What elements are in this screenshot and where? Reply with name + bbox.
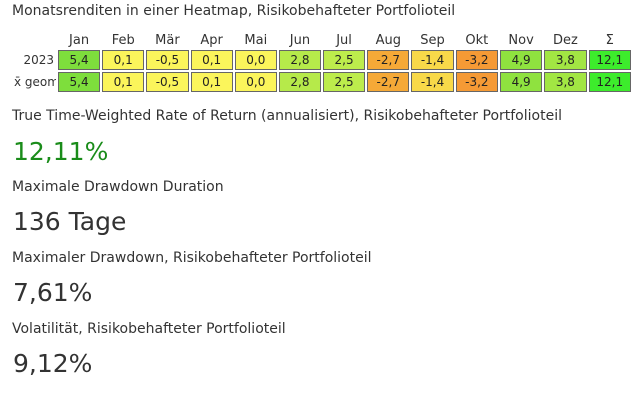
metric-label-max-drawdown: Maximaler Drawdown, Risikobehafteter Por… — [12, 250, 372, 266]
heatmap-row: 2023 5,4 0,1 -0,5 0,1 0,0 2,8 2,5 -2,7 -1,4 -3,2 4,… — [14, 50, 631, 70]
heatmap-cell: 2,8 — [278, 50, 322, 70]
metric-value-ttwror: 12,11% — [13, 137, 109, 166]
heatmap-cell: -2,7 — [367, 50, 410, 70]
heatmap-column-header: Sep — [420, 32, 445, 48]
heatmap-cell: 12,1 — [588, 50, 631, 70]
heatmap-cell: -1,4 — [411, 50, 454, 70]
heatmap-cell: 5,4 — [58, 72, 101, 92]
heatmap-cell: 0,1 — [102, 72, 145, 92]
heatmap-cell: 4,9 — [499, 50, 543, 70]
heatmap-header-row: Jan Feb Mär Apr Mai Jun Jul Aug Sep Okt Nov Dez Σ — [14, 32, 631, 48]
metric-label-drawdown-duration: Maximale Drawdown Duration — [12, 179, 224, 195]
heatmap-row-label: 2023 — [23, 53, 54, 67]
heatmap-cell: 2,5 — [323, 50, 366, 70]
heatmap-row-label: x̄ geom — [14, 75, 56, 89]
heatmap-column-header: Jun — [289, 32, 311, 48]
heatmap-corner — [14, 32, 56, 48]
heatmap-body: 2023 5,4 0,1 -0,5 0,1 0,0 2,8 2,5 -2,7 -1,4 -3,2 4,… — [14, 50, 631, 92]
heatmap-cell: 0,1 — [190, 50, 233, 70]
metric-label-volatility: Volatilität, Risikobehafteter Portfoliot… — [12, 321, 286, 337]
heatmap-cell: -0,5 — [146, 50, 189, 70]
heatmap-cell: 3,8 — [544, 72, 587, 92]
heatmap-cell: -3,2 — [455, 72, 498, 92]
heatmap-column-header: Apr — [200, 32, 223, 48]
heatmap-cell: -2,7 — [367, 72, 410, 92]
heatmap-cell: 0,1 — [102, 50, 145, 70]
heatmap-column-header: Mär — [155, 32, 180, 48]
heatmap-cell: 0,0 — [234, 50, 277, 70]
metric-label-ttwror: True Time-Weighted Rate of Return (annua… — [12, 108, 562, 124]
heatmap-column-header: Dez — [552, 32, 578, 48]
monthly-returns-heatmap: Jan Feb Mär Apr Mai Jun Jul Aug Sep Okt Nov Dez Σ 20… — [12, 30, 633, 94]
heatmap-cell: 4,9 — [499, 72, 543, 92]
heatmap-column-header: Feb — [111, 32, 135, 48]
heatmap-cell: 2,5 — [323, 72, 366, 92]
heatmap-cell: 3,8 — [544, 50, 587, 70]
metric-value-volatility: 9,12% — [13, 349, 93, 378]
heatmap-cell: 0,1 — [190, 72, 233, 92]
heatmap-cell: -1,4 — [411, 72, 454, 92]
heatmap-column-header: Aug — [375, 32, 401, 48]
heatmap-column-header: Nov — [508, 32, 534, 48]
heatmap-cell: 5,4 — [58, 50, 101, 70]
heatmap-column-header: Σ — [605, 32, 614, 48]
heatmap-title: Monatsrenditen in einer Heatmap, Risikob… — [12, 3, 456, 19]
heatmap-cell: 2,8 — [278, 72, 322, 92]
heatmap-column-header: Jan — [69, 32, 90, 48]
heatmap-cell: 12,1 — [588, 72, 631, 92]
metric-value-drawdown-duration: 136 Tage — [13, 207, 127, 236]
heatmap-row: x̄ geom 5,4 0,1 -0,5 0,1 0,0 2,8 2,5 -2,7 -1,4 -3,… — [14, 72, 631, 92]
heatmap-cell: -3,2 — [455, 50, 498, 70]
heatmap-cell: 0,0 — [234, 72, 277, 92]
heatmap-column-header: Mai — [244, 32, 268, 48]
heatmap-column-header: Okt — [465, 32, 489, 48]
metric-value-max-drawdown: 7,61% — [13, 278, 93, 307]
heatmap-column-header: Jul — [336, 32, 352, 48]
heatmap-cell: -0,5 — [146, 72, 189, 92]
